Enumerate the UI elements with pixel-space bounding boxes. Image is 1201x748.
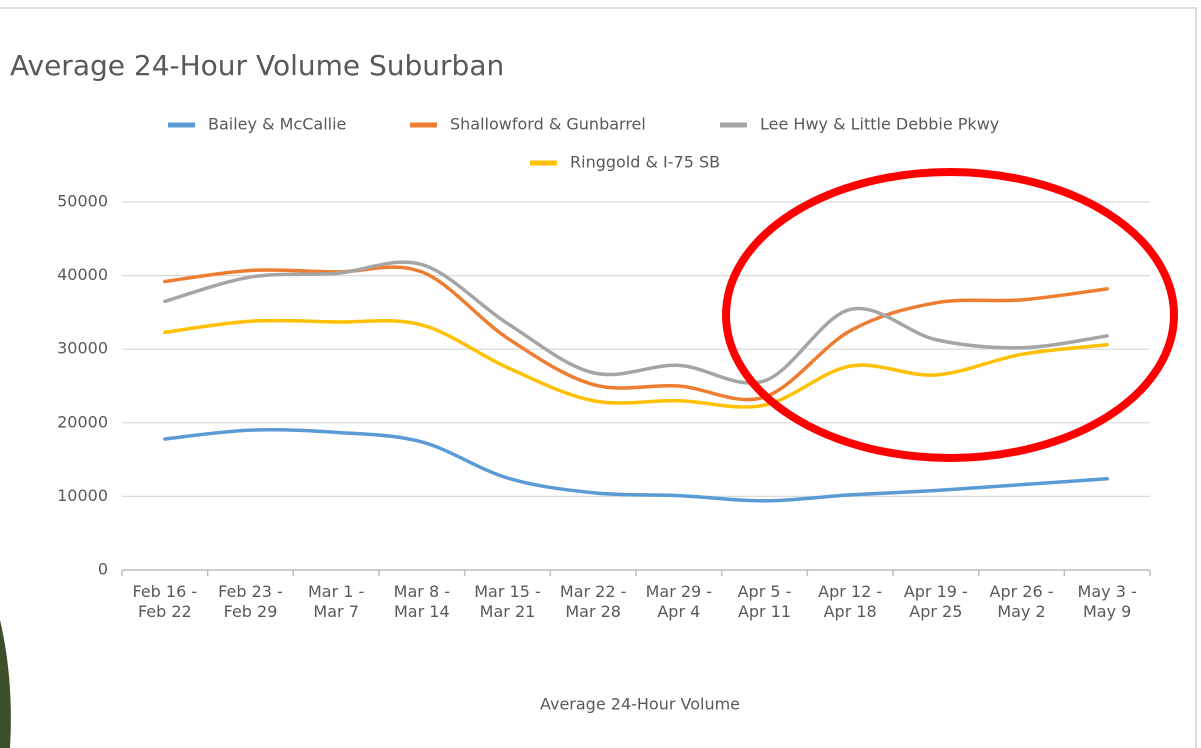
y-tick-label: 50000 [57,192,108,211]
y-tick-label: 20000 [57,412,108,431]
x-tick-label: Apr 19 - Apr 25 [903,582,968,621]
x-tick-label: Apr 5 - Apr 11 [737,582,792,621]
series-line [163,318,1109,409]
x-tick-label-box: Mar 1 - Mar 7 [308,582,365,621]
x-tick-label: Mar 22 - Mar 28 [559,582,627,621]
x-tick-label-box: May 3 - May 9 [1077,582,1137,621]
decor [0,620,11,748]
legend-label: Shallowford & Gunbarrel [450,115,646,134]
x-tick-label: May 3 - May 9 [1077,582,1137,621]
x-tick-label-box: Apr 12 - Apr 18 [818,582,883,621]
y-tick-label: 30000 [57,339,108,358]
chart-title: Average 24-Hour Volume Suburban [10,49,504,82]
x-tick-label-box: Apr 26 - May 2 [989,582,1054,621]
series-line [163,265,1109,402]
x-tick-label-box: Mar 8 - Mar 14 [393,582,450,621]
x-tick-label-box: Mar 15 - Mar 21 [474,582,541,621]
x-tick-label: Mar 1 - Mar 7 [308,582,365,621]
legend-label: Bailey & McCallie [208,115,346,134]
plot: 0 10000 20000 30000 40000 50000 Feb 16 - Feb 2… [57,115,1151,621]
x-tick-label: Apr 26 - May 2 [989,582,1054,621]
y-tick-label: 40000 [57,265,108,284]
x-tick-label: Mar 15 - Mar 21 [474,582,541,621]
x-tick-label-box: Mar 29 - Apr 4 [645,582,713,621]
x-tick-label: Feb 23 - Feb 29 [218,582,283,621]
legend-label: Lee Hwy & Little Debbie Pkwy [760,115,999,134]
x-tick-label: Mar 8 - Mar 14 [393,582,450,621]
legend-label: Ringgold & I-75 SB [570,153,720,172]
highlight-ellipse [722,168,1178,462]
y-tick-label: 0 [98,560,108,579]
x-tick-label-box: Apr 5 - Apr 11 [737,582,792,621]
frame [0,7,1197,748]
x-tick-label-box: Feb 16 - Feb 22 [132,582,198,621]
x-tick-label-box: Mar 22 - Mar 28 [559,582,627,621]
x-tick-label-box: Feb 23 - Feb 29 [218,582,283,621]
series-line [163,260,1109,385]
x-axis-title: Average 24-Hour Volume [540,695,740,714]
x-tick-label: Mar 29 - Apr 4 [645,582,713,621]
y-tick-label: 10000 [57,486,108,505]
x-tick-label-box: Apr 19 - Apr 25 [903,582,968,621]
series-line [163,428,1109,503]
x-tick-label: Apr 12 - Apr 18 [818,582,883,621]
x-tick-label: Feb 16 - Feb 22 [132,582,198,621]
